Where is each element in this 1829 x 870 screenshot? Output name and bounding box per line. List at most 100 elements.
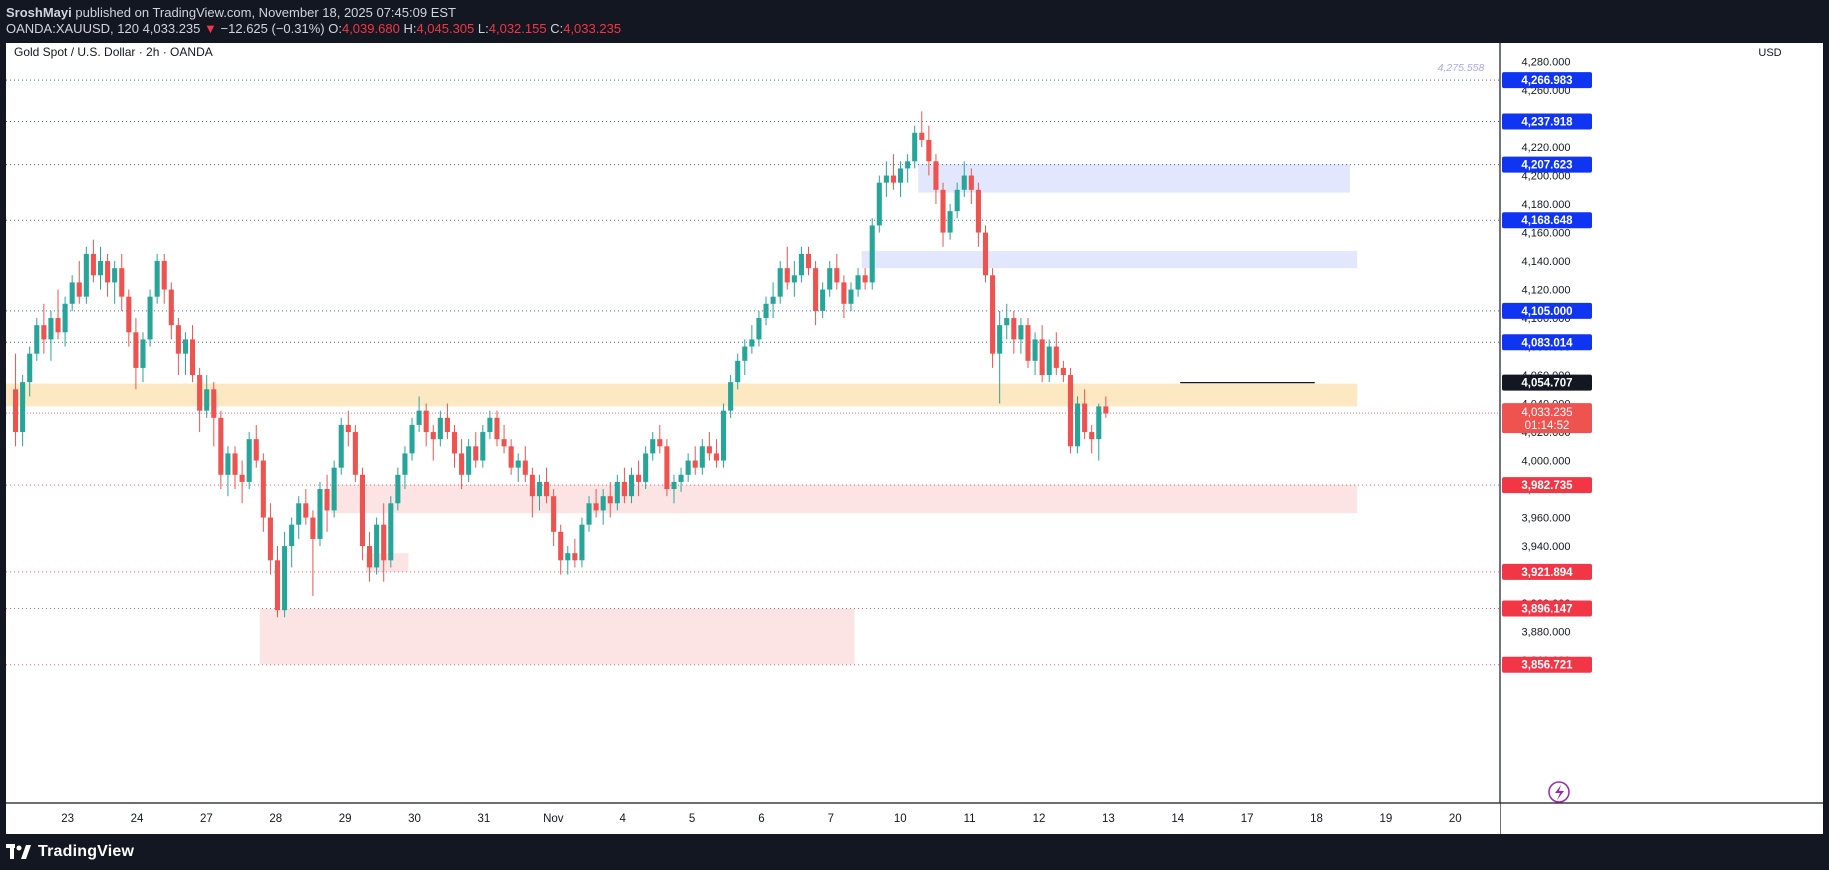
candle (876, 175, 882, 233)
candle (982, 225, 989, 283)
gold-zone (6, 383, 1358, 407)
candle-body (239, 474, 245, 482)
candle (494, 410, 500, 447)
candle-body (784, 268, 790, 283)
price-change: −12.625 (−0.31%) (220, 21, 325, 36)
open-label: O: (328, 21, 342, 36)
candle-body (1032, 339, 1038, 361)
open-value: 4,039.680 (341, 21, 400, 36)
candle (310, 510, 316, 596)
candle-body (1053, 346, 1059, 368)
candles-layer (13, 111, 1109, 618)
x-tick-label: 30 (408, 813, 421, 825)
close-label: C: (550, 21, 564, 36)
last-price-badge (1502, 403, 1592, 434)
candle (827, 261, 833, 297)
candle (13, 353, 19, 447)
candle (515, 453, 521, 482)
x-tick-label: 27 (200, 813, 213, 825)
candle-body (480, 432, 486, 461)
candle-body (161, 261, 167, 290)
candle (133, 318, 139, 390)
candle (395, 467, 401, 511)
y-tick-label: 3,940.000 (1522, 541, 1571, 553)
candle (565, 546, 571, 575)
candle (685, 453, 691, 482)
level-badge (1502, 156, 1592, 173)
x-tick-label: 20 (1449, 813, 1462, 825)
level-badge (1502, 374, 1592, 391)
candle (402, 446, 408, 490)
candle (367, 531, 373, 582)
close-value: 4,033.235 (563, 21, 622, 36)
candle (430, 424, 436, 461)
candle-body (1096, 406, 1102, 440)
candle (883, 161, 889, 197)
candle (62, 296, 68, 347)
candle (777, 261, 783, 304)
candle (1089, 424, 1095, 454)
candle-body (579, 524, 585, 561)
candle-body (862, 275, 868, 283)
candle-body (721, 410, 727, 461)
candle (756, 310, 762, 347)
candle-body (76, 282, 82, 297)
candle (890, 154, 896, 190)
candle (473, 432, 479, 468)
candle (813, 261, 819, 326)
candle-body (267, 517, 273, 561)
candle-body (1011, 318, 1017, 340)
candle-body (536, 481, 542, 497)
candle-body (487, 417, 493, 433)
candle (954, 182, 960, 219)
candle-body (1018, 325, 1024, 340)
x-tick-label: 24 (131, 813, 144, 825)
chart-title: Gold Spot / U.S. Dollar · 2h · OANDA (14, 45, 213, 59)
candle (636, 460, 642, 497)
candle-body (735, 360, 741, 383)
candle-body (34, 325, 40, 354)
candle (621, 467, 627, 504)
candle-body (855, 275, 861, 290)
candle (324, 474, 330, 532)
candle (671, 474, 677, 504)
candle (834, 253, 840, 290)
candle-body (961, 175, 967, 190)
candle (572, 538, 578, 568)
candle (869, 218, 875, 290)
y-tick-label: 4,200.000 (1522, 171, 1571, 183)
candle (848, 282, 854, 311)
candle-body (182, 339, 188, 354)
tradingview-logo[interactable]: TradingView (6, 841, 134, 863)
candle-body (593, 503, 599, 511)
publish-header: SroshMayi published on TradingView.com, … (0, 0, 1829, 43)
candle-body (90, 253, 96, 276)
candle (657, 424, 663, 454)
candle-body (621, 481, 627, 497)
x-tick-label: 13 (1102, 813, 1115, 825)
x-tick-label: 14 (1171, 813, 1184, 825)
candle (940, 182, 946, 247)
candle (55, 289, 61, 340)
author-name[interactable]: SroshMayi (6, 5, 72, 20)
candle-body (572, 553, 578, 561)
candle-body (791, 275, 797, 283)
candle (112, 261, 118, 304)
candle (664, 439, 670, 497)
candle (721, 403, 727, 468)
candle-body (175, 325, 181, 354)
candle (253, 424, 259, 468)
candle-body (133, 332, 139, 368)
candle-body (749, 339, 755, 347)
candle (20, 375, 26, 447)
candle-body (437, 417, 443, 440)
candle-body (444, 417, 450, 433)
currency-label[interactable]: USD (1758, 47, 1781, 59)
candle-body (544, 481, 550, 497)
candle-body (41, 325, 47, 340)
candle (232, 446, 238, 490)
candle (90, 239, 96, 283)
candle (147, 289, 153, 347)
